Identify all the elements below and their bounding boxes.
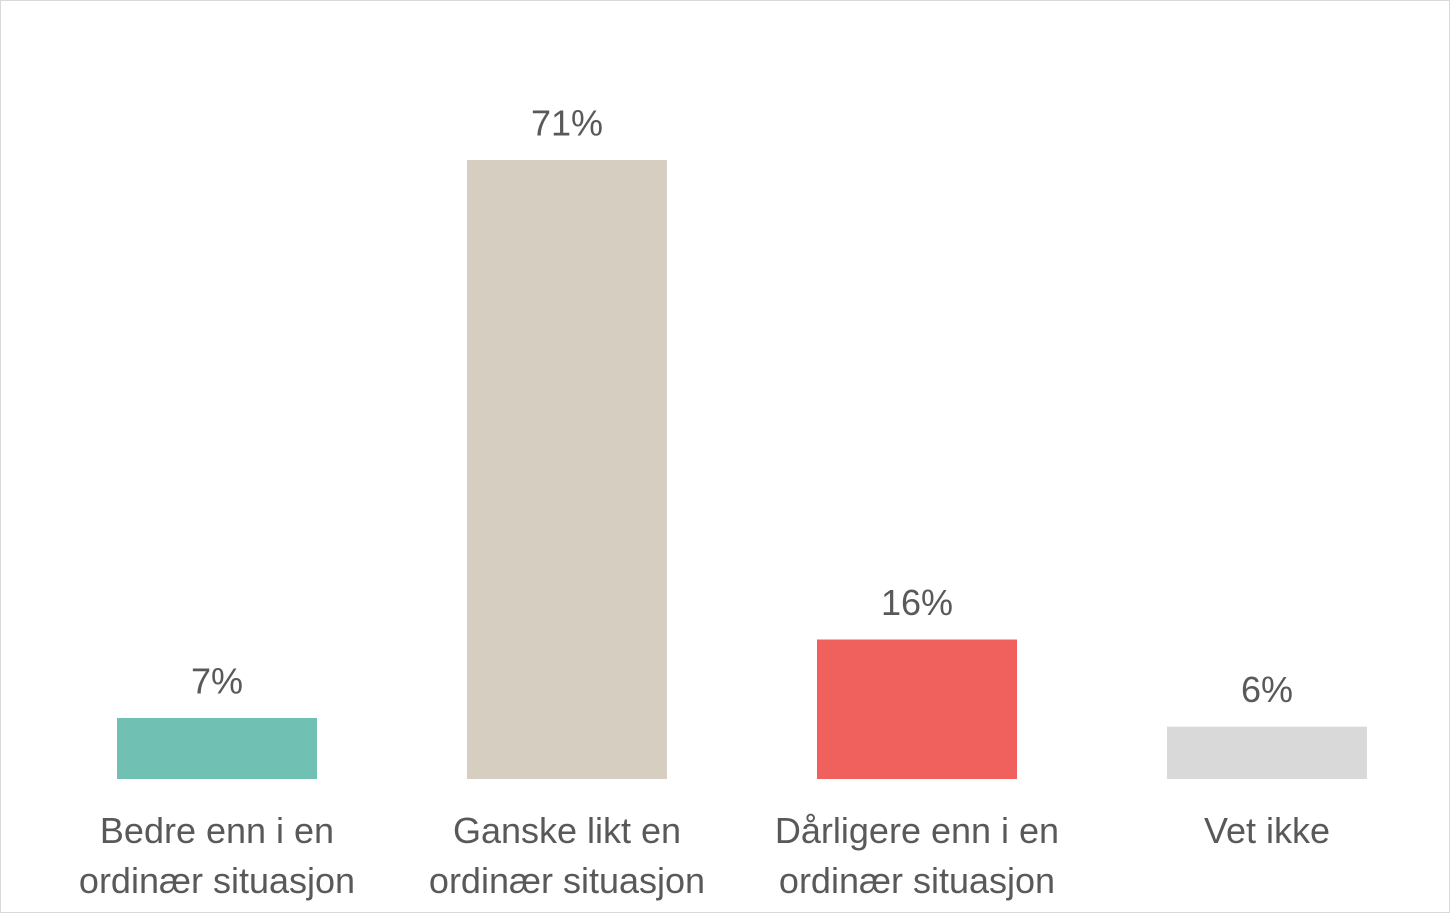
x-tick-label: Dårligere enn i en ordinær situasjon [774,810,1060,901]
value-label: 7% [191,660,243,701]
bar [817,639,1017,779]
x-tick-label: Vet ikke [1203,810,1331,851]
value-label: 71% [531,103,603,144]
bar [1167,726,1367,779]
x-tick-label: Bedre enn i en ordinær situasjon [78,810,356,901]
value-label: 16% [881,582,953,623]
bar [117,717,317,779]
bar [467,160,667,779]
x-tick-label: Ganske likt en ordinær situasjon [428,810,706,901]
value-label: 6% [1241,669,1293,710]
